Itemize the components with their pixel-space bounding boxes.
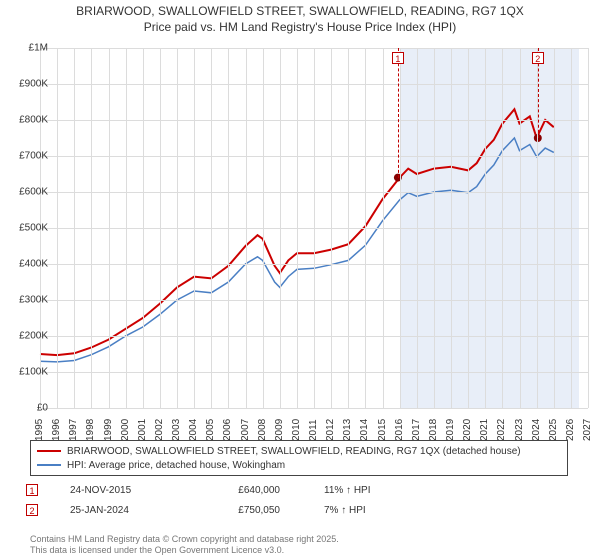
x-tick-label: 2026 (565, 419, 576, 441)
marker-icon: 2 (532, 52, 544, 64)
table-row: 1 24-NOV-2015 £640,000 11% ↑ HPI (26, 480, 574, 500)
x-tick-label: 2008 (257, 419, 268, 441)
row-hpi: 7% ↑ HPI (324, 505, 404, 516)
y-tick-label: £800K (8, 115, 48, 126)
x-tick-label: 2000 (120, 419, 131, 441)
x-tick-label: 2005 (205, 419, 216, 441)
x-tick-label: 2016 (394, 419, 405, 441)
x-tick-label: 2020 (462, 419, 473, 441)
marker-icon: 1 (392, 52, 404, 64)
plot-area: 1995199619971998199920002001200220032004… (40, 48, 588, 408)
y-tick-label: £900K (8, 79, 48, 90)
x-tick-label: 1996 (51, 419, 62, 441)
footnote-line2: This data is licensed under the Open Gov… (30, 545, 590, 556)
x-tick-label: 1998 (85, 419, 96, 441)
x-tick-label: 2017 (411, 419, 422, 441)
y-tick-label: £600K (8, 187, 48, 198)
footnote: Contains HM Land Registry data © Crown c… (30, 534, 590, 557)
x-tick-label: 1999 (103, 419, 114, 441)
x-tick-label: 2024 (531, 419, 542, 441)
x-tick-label: 2010 (291, 419, 302, 441)
x-tick-label: 2004 (188, 419, 199, 441)
y-tick-label: £100K (8, 367, 48, 378)
x-tick-label: 2018 (428, 419, 439, 441)
x-tick-label: 2007 (240, 419, 251, 441)
y-tick-label: £200K (8, 331, 48, 342)
marker-icon: 1 (26, 484, 38, 496)
x-tick-label: 2019 (445, 419, 456, 441)
y-tick-label: £300K (8, 295, 48, 306)
x-tick-label: 1995 (34, 419, 45, 441)
row-price: £750,050 (190, 505, 280, 516)
y-tick-label: £700K (8, 151, 48, 162)
x-tick-label: 2003 (171, 419, 182, 441)
title-line1: BRIARWOOD, SWALLOWFIELD STREET, SWALLOWF… (4, 4, 596, 20)
x-tick-label: 2006 (222, 419, 233, 441)
row-hpi: 11% ↑ HPI (324, 485, 404, 496)
legend-label-price: BRIARWOOD, SWALLOWFIELD STREET, SWALLOWF… (67, 446, 521, 457)
row-date: 25-JAN-2024 (70, 505, 170, 516)
x-tick-label: 2014 (359, 419, 370, 441)
legend-row: BRIARWOOD, SWALLOWFIELD STREET, SWALLOWF… (37, 444, 561, 458)
legend-label-hpi: HPI: Average price, detached house, Woki… (67, 460, 285, 471)
x-tick-label: 2012 (325, 419, 336, 441)
x-tick-label: 2021 (479, 419, 490, 441)
chart-container: BRIARWOOD, SWALLOWFIELD STREET, SWALLOWF… (0, 0, 600, 560)
x-tick-label: 2027 (582, 419, 593, 441)
y-tick-label: £0 (8, 403, 48, 414)
x-tick-label: 2022 (496, 419, 507, 441)
x-tick-label: 2009 (274, 419, 285, 441)
title-line2: Price paid vs. HM Land Registry's House … (4, 20, 596, 36)
y-tick-label: £500K (8, 223, 48, 234)
row-date: 24-NOV-2015 (70, 485, 170, 496)
legend-swatch-price (37, 450, 61, 452)
x-tick-label: 2023 (514, 419, 525, 441)
legend-row: HPI: Average price, detached house, Woki… (37, 458, 561, 472)
data-table: 1 24-NOV-2015 £640,000 11% ↑ HPI 2 25-JA… (26, 480, 574, 520)
x-tick-label: 2002 (154, 419, 165, 441)
x-tick-label: 1997 (68, 419, 79, 441)
x-tick-label: 2013 (342, 419, 353, 441)
legend: BRIARWOOD, SWALLOWFIELD STREET, SWALLOWF… (30, 440, 568, 476)
x-tick-label: 2011 (308, 419, 319, 441)
marker-icon: 2 (26, 504, 38, 516)
x-tick-label: 2015 (377, 419, 388, 441)
footnote-line1: Contains HM Land Registry data © Crown c… (30, 534, 590, 545)
table-row: 2 25-JAN-2024 £750,050 7% ↑ HPI (26, 500, 574, 520)
y-tick-label: £400K (8, 259, 48, 270)
x-tick-label: 2001 (137, 419, 148, 441)
y-tick-label: £1M (8, 43, 48, 54)
x-tick-label: 2025 (548, 419, 559, 441)
row-price: £640,000 (190, 485, 280, 496)
legend-swatch-hpi (37, 464, 61, 466)
chart-title: BRIARWOOD, SWALLOWFIELD STREET, SWALLOWF… (0, 0, 600, 37)
